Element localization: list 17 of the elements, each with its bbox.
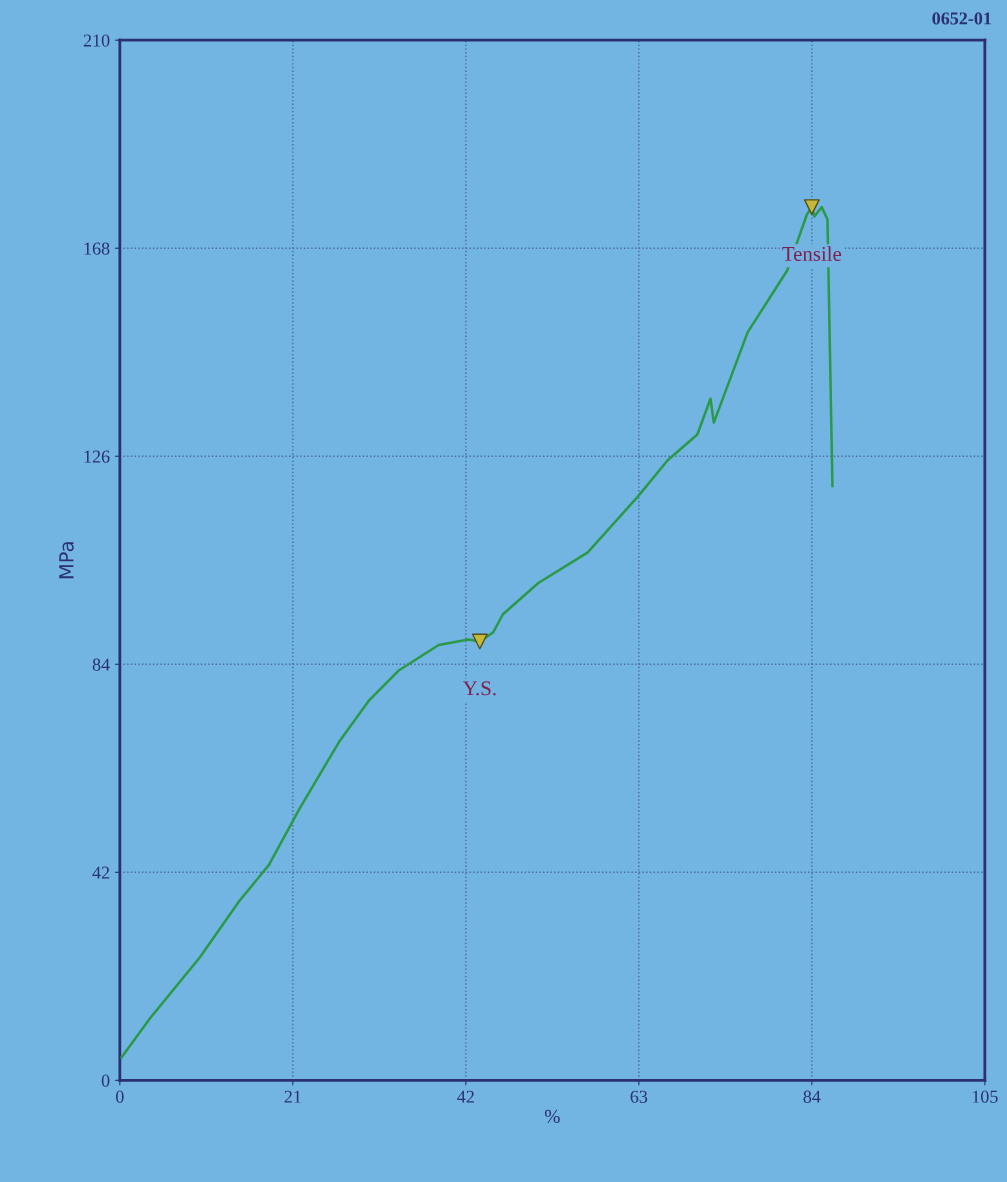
- y-tick-label: 210: [83, 34, 110, 47]
- y-tick-label: 126: [84, 450, 110, 463]
- x-axis-title: %: [544, 1109, 560, 1123]
- x-tick-label: 0: [116, 1090, 124, 1103]
- y-tick-label: 168: [84, 242, 110, 255]
- y-tick-label: 0: [101, 1074, 110, 1087]
- text: 0652-01: [932, 12, 991, 25]
- y-tick-label: 84: [92, 658, 110, 671]
- x-tick-label: 63: [630, 1090, 648, 1103]
- x-tick-label: 21: [284, 1090, 301, 1103]
- x-tick-label: 105: [972, 1090, 998, 1103]
- x-tick-label: 42: [457, 1090, 474, 1103]
- y-axis-title: MPa: [59, 542, 74, 579]
- x-tick-label: 84: [803, 1090, 821, 1103]
- annotation: Y.S.: [462, 681, 496, 696]
- y-tick-label: 42: [92, 866, 110, 879]
- annotation: Tensile: [782, 246, 842, 261]
